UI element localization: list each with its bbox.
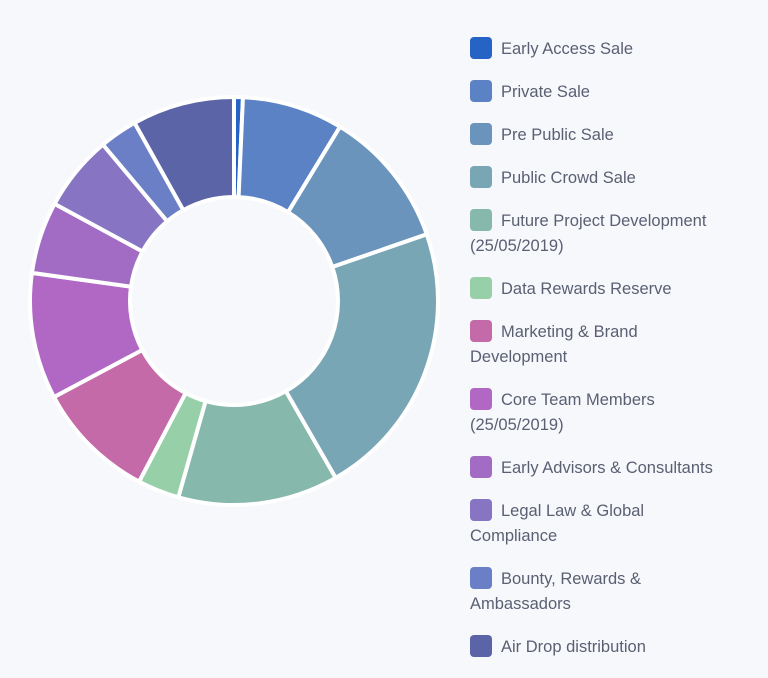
legend-item[interactable]: Air Drop distribution [470,635,732,660]
legend-swatch [470,80,492,102]
legend-swatch [470,166,492,188]
legend-label: Air Drop distribution [501,638,646,656]
legend-item[interactable]: Bounty, Rewards & Ambassadors [470,567,732,617]
legend-item[interactable]: Private Sale [470,80,732,105]
legend-label: Early Advisors & Consultants [501,459,713,477]
legend-label: Future Project Development (25/05/2019) [470,212,707,255]
legend-swatch [470,567,492,589]
legend-item[interactable]: Public Crowd Sale [470,166,732,191]
donut-chart [30,94,440,505]
legend-swatch [470,123,492,145]
legend-swatch [470,277,492,299]
legend-label: Legal Law & Global Compliance [470,502,645,545]
legend-swatch [470,209,492,231]
legend-swatch [470,456,492,478]
legend-swatch [470,320,492,342]
legend-swatch [470,37,492,59]
legend-item[interactable]: Early Access Sale [470,37,732,62]
legend-swatch [470,388,492,410]
legend-label: Pre Public Sale [501,126,614,144]
legend-item[interactable]: Legal Law & Global Compliance [470,499,732,549]
legend-label: Early Access Sale [501,40,634,58]
legend-label: Data Rewards Reserve [501,280,672,298]
legend-item[interactable]: Pre Public Sale [470,123,732,148]
legend-swatch [470,499,492,521]
legend-label: Public Crowd Sale [501,169,636,187]
legend-item[interactable]: Core Team Members (25/05/2019) [470,388,732,438]
legend-swatch [470,635,492,657]
donut-slice-air-drop-distribution[interactable] [131,94,236,213]
legend-item[interactable]: Early Advisors & Consultants [470,456,732,481]
legend-label: Marketing & Brand Development [470,323,638,366]
legend-item[interactable]: Data Rewards Reserve [470,277,732,302]
legend-label: Core Team Members (25/05/2019) [470,391,655,434]
legend-item[interactable]: Marketing & Brand Development [470,320,732,370]
chart-legend: Early Access Sale Private Sale Pre Public … [470,37,732,678]
donut-slice-public-crowd-sale[interactable] [283,231,440,481]
legend-item[interactable]: Future Project Development (25/05/2019) [470,209,732,259]
legend-label: Bounty, Rewards & Ambassadors [470,570,642,613]
legend-label: Private Sale [501,83,590,101]
